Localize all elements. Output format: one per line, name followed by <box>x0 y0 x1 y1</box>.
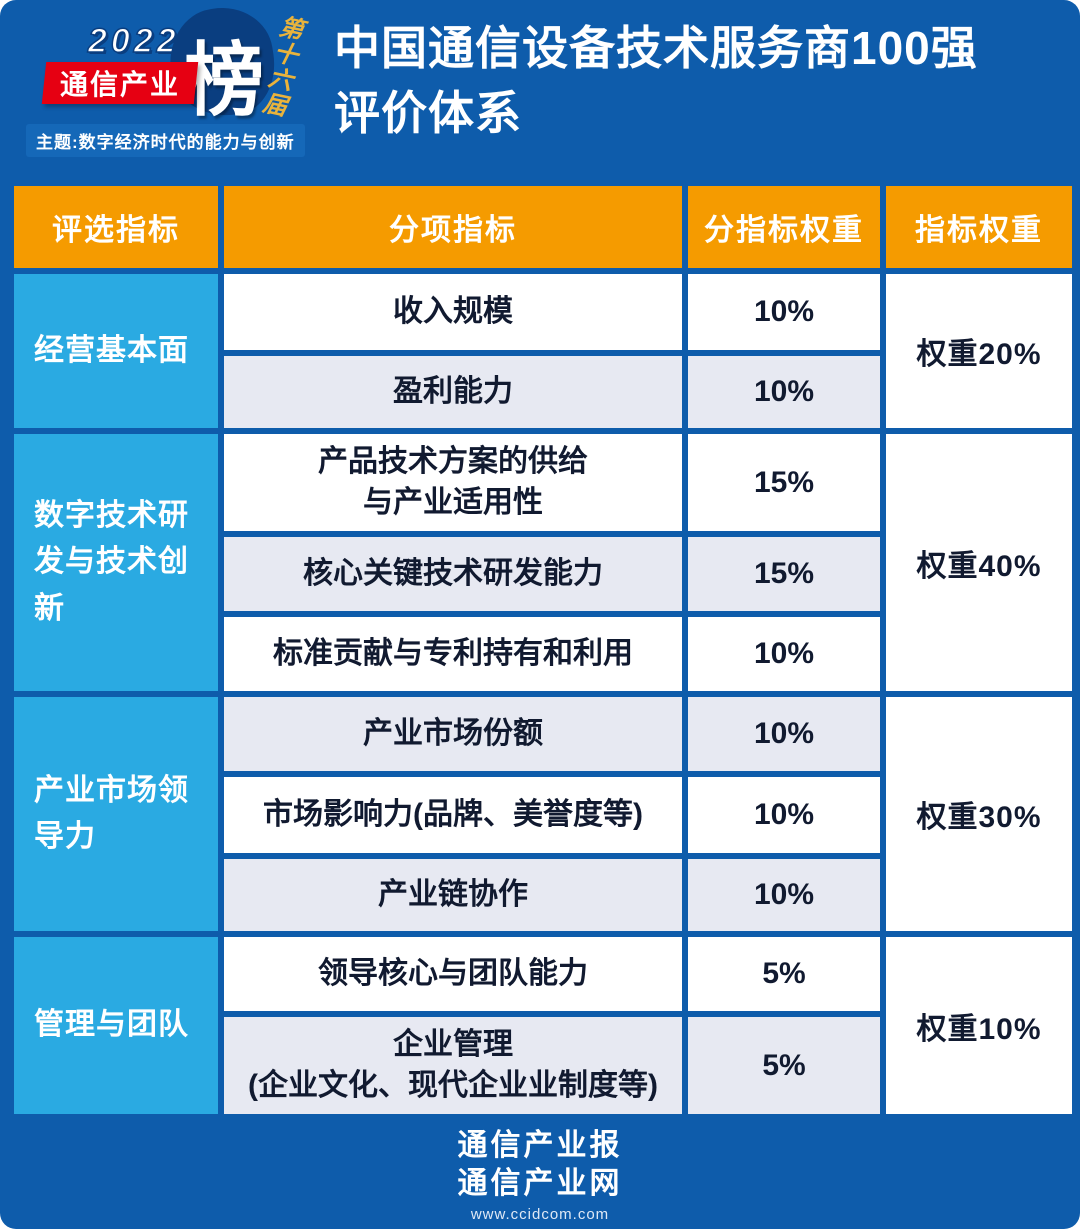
page-title-line1: 中国通信设备技术服务商100强 <box>334 22 978 74</box>
table-wrap: 评选指标 分项指标 分指标权重 指标权重 经营基本面 收入规模 10% 权重20… <box>0 180 1080 1120</box>
page-title: 中国通信设备技术服务商100强 评价体系 <box>330 0 1080 180</box>
subindicator-cell: 标准贡献与专利持有和利用 <box>218 611 688 697</box>
subindicator-cell: 产业市场份额 <box>218 691 688 777</box>
subweight-cell: 5% <box>682 931 886 1017</box>
subindicator-cell: 核心关键技术研发能力 <box>218 531 688 617</box>
subweight-cell: 10% <box>682 853 886 937</box>
category-cell: 数字技术研发与技术创新 <box>8 428 224 697</box>
subweight-cell: 5% <box>682 1011 886 1120</box>
event-logo: 2022 榜 第十六届 通信产业 主题:数字经济时代的能力与创新 <box>0 0 330 180</box>
subindicator-cell: 产品技术方案的供给 与产业适用性 <box>218 428 688 537</box>
subindicator-cell: 盈利能力 <box>218 350 688 434</box>
subweight-cell: 10% <box>682 268 886 356</box>
subweight-cell: 15% <box>682 531 886 617</box>
subweight-cell: 10% <box>682 691 886 777</box>
footer-website: www.ccidcom.com <box>470 1206 610 1223</box>
table-row: 市场影响力(品牌、美誉度等) 10% <box>11 771 1075 859</box>
page-title-line2: 评价体系 <box>334 87 522 140</box>
weight-cell: 权重40% <box>880 428 1078 697</box>
table-row: 经营基本面 收入规模 10% 权重20% <box>8 268 1078 434</box>
weight-cell: 权重10% <box>880 931 1078 1120</box>
table-row: 数字技术研发与技术创新 产品技术方案的供给 与产业适用性 15% 权重40% <box>8 428 1078 697</box>
table-header-row: 评选指标 分项指标 分指标权重 指标权重 <box>8 180 1078 274</box>
subindicator-cell: 产业链协作 <box>218 853 688 937</box>
footer-publication-2: 通信产业网 <box>457 1166 623 1200</box>
footer: 通信产业报 通信产业网 www.ccidcom.com <box>0 1120 1080 1229</box>
logo-theme-text: 主题:数字经济时代的能力与创新 <box>26 124 305 157</box>
header: 2022 榜 第十六届 通信产业 主题:数字经济时代的能力与创新 中国通信设备技… <box>0 0 1080 180</box>
category-cell: 产业市场领导力 <box>8 691 224 937</box>
logo-brand-ribbon: 通信产业 <box>41 62 199 104</box>
subindicator-cell: 市场影响力(品牌、美誉度等) <box>218 771 688 859</box>
subweight-cell: 10% <box>682 350 886 434</box>
table-row: 产业市场领导力 产业市场份额 10% 权重30% <box>8 691 1078 937</box>
logo-brand-label: 通信产业 <box>59 69 180 100</box>
table-row: 管理与团队 领导核心与团队能力 5% 权重10% <box>8 931 1078 1120</box>
subindicator-cell: 收入规模 <box>218 268 688 356</box>
header-cell-weight: 指标权重 <box>880 180 1078 274</box>
table-row: 企业管理 (企业文化、现代企业业制度等) 5% <box>11 1011 1075 1120</box>
logo-bang-character: 榜 <box>184 36 264 125</box>
subindicator-cell: 领导核心与团队能力 <box>218 931 688 1017</box>
table-row: 核心关键技术研发能力 15% <box>11 531 1075 617</box>
logo-year: 2022 <box>87 21 180 61</box>
table-row: 产业链协作 10% <box>11 853 1075 937</box>
header-cell-category: 评选指标 <box>8 180 224 274</box>
weight-cell: 权重20% <box>880 268 1078 434</box>
category-cell: 经营基本面 <box>8 268 224 434</box>
weight-cell: 权重30% <box>880 691 1078 937</box>
category-cell: 管理与团队 <box>8 931 224 1120</box>
header-cell-subindicator: 分项指标 <box>218 180 688 274</box>
subweight-cell: 10% <box>682 771 886 859</box>
subweight-cell: 15% <box>682 428 886 537</box>
table-row: 盈利能力 10% <box>11 350 1075 434</box>
evaluation-table: 评选指标 分项指标 分指标权重 指标权重 经营基本面 收入规模 10% 权重20… <box>8 180 1078 1120</box>
subweight-cell: 10% <box>682 611 886 697</box>
footer-publication-1: 通信产业报 <box>457 1129 623 1162</box>
header-cell-subweight: 分指标权重 <box>682 180 886 274</box>
subindicator-cell: 企业管理 (企业文化、现代企业业制度等) <box>218 1011 688 1120</box>
table-row: 标准贡献与专利持有和利用 10% <box>11 611 1075 697</box>
